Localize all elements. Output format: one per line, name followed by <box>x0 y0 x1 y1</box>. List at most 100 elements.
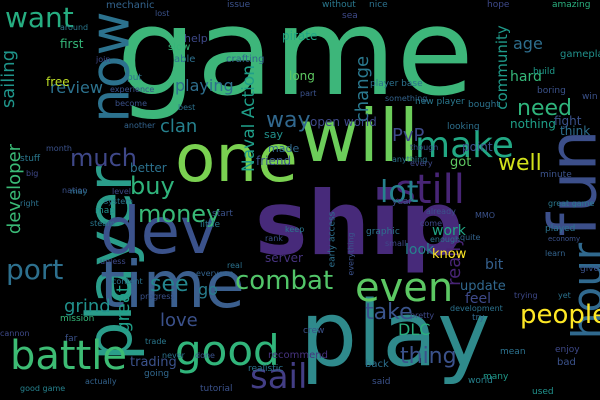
word: money <box>138 200 221 228</box>
word: age <box>513 34 543 53</box>
word: anything <box>392 155 428 164</box>
word: graphic <box>366 227 400 237</box>
word: take <box>365 300 413 325</box>
word: early access <box>327 211 338 268</box>
word: without <box>322 0 356 10</box>
word: port <box>6 253 64 286</box>
word: build <box>533 67 556 77</box>
word: map <box>95 206 115 216</box>
word: clan <box>160 116 198 137</box>
word: mission <box>60 314 95 324</box>
word: stuff <box>20 154 41 164</box>
word: game <box>116 0 474 123</box>
word: buy <box>130 172 175 200</box>
word: everything <box>346 232 356 276</box>
word: look <box>405 242 435 258</box>
word: know <box>432 247 467 262</box>
word: help <box>184 32 208 45</box>
word: best <box>178 103 196 112</box>
word: dev <box>100 195 218 269</box>
word: hard <box>510 69 542 85</box>
word: play <box>300 282 491 387</box>
word: well <box>498 151 542 176</box>
word: rank <box>265 234 283 243</box>
word: feel <box>465 291 492 307</box>
word: one <box>175 120 298 197</box>
word: crafting <box>226 54 265 65</box>
word: experience <box>110 85 155 94</box>
word: able <box>174 54 196 65</box>
word: nothing <box>510 117 556 131</box>
word: though <box>410 143 439 152</box>
word: everyone <box>196 269 234 278</box>
word: looking <box>447 122 480 132</box>
word: hope <box>487 0 510 10</box>
word: change <box>352 55 374 123</box>
word: fight <box>554 114 582 128</box>
word: crew <box>303 326 325 336</box>
word: better <box>130 161 167 175</box>
word: level <box>112 187 132 196</box>
word: come <box>420 219 443 228</box>
word: thing <box>400 344 457 369</box>
word: sail <box>250 357 308 397</box>
word: think <box>560 124 591 138</box>
word: free <box>46 75 70 89</box>
word: played <box>545 224 576 234</box>
word: progress <box>140 292 175 301</box>
word: part <box>300 89 317 98</box>
word: battle <box>10 333 127 379</box>
word: DLC <box>398 320 431 339</box>
word: become <box>115 99 148 108</box>
word: may <box>70 187 88 196</box>
word: world <box>468 376 493 386</box>
word: realistic <box>248 364 284 374</box>
word: trade <box>145 337 167 346</box>
word: nation <box>62 186 88 195</box>
word: bought <box>468 100 500 110</box>
word: boring <box>537 86 566 96</box>
word: unless <box>100 257 126 266</box>
word: something <box>385 94 428 103</box>
word: go <box>198 280 218 299</box>
word: love <box>160 310 198 331</box>
word: lost <box>155 9 170 18</box>
word: say <box>264 128 283 141</box>
word: good <box>175 326 280 375</box>
word: small <box>385 239 407 248</box>
word: want <box>5 1 74 34</box>
word: going <box>144 369 170 379</box>
word: ship <box>255 172 464 275</box>
word: give <box>580 264 600 274</box>
word: done <box>195 351 215 360</box>
word: even <box>355 265 454 311</box>
word: economy <box>548 235 581 243</box>
word: see <box>150 272 189 297</box>
word: will <box>300 94 419 178</box>
word: server <box>265 251 303 265</box>
word: make <box>415 125 514 166</box>
word: new player <box>415 97 465 107</box>
word: slow <box>168 42 191 53</box>
word: try <box>472 313 485 323</box>
word: content <box>112 277 143 286</box>
word: combat <box>235 266 334 296</box>
word: learn <box>545 249 566 258</box>
word: tutorial <box>200 384 233 394</box>
word: mechanic <box>106 0 155 11</box>
word: actually <box>85 377 117 386</box>
word: join <box>96 55 111 64</box>
word: enough <box>430 235 461 244</box>
word: much <box>70 144 137 172</box>
word: nice <box>369 0 388 10</box>
word: community <box>492 25 511 110</box>
word: work <box>432 223 466 239</box>
word: way <box>266 108 311 133</box>
word: enjoy <box>555 345 580 355</box>
word: never <box>162 351 185 360</box>
word: little <box>200 220 221 230</box>
word: PvP <box>392 125 425 146</box>
word: trying <box>514 291 538 300</box>
word: cannon <box>0 329 30 338</box>
